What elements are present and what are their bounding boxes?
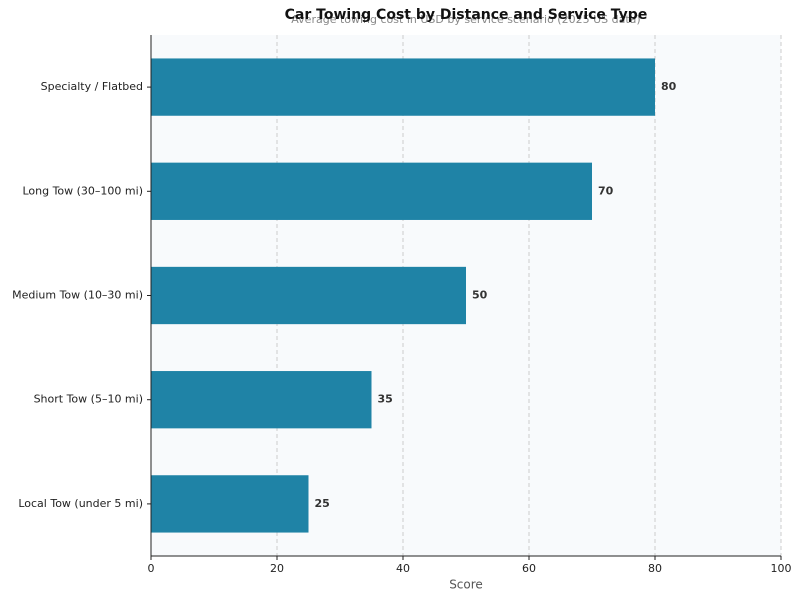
x-tick-label: 20 (270, 562, 284, 575)
data-label: 25 (315, 497, 330, 510)
bar (151, 475, 309, 533)
bar (151, 58, 655, 116)
y-tick-label: Short Tow (5–10 mi) (34, 393, 143, 406)
y-tick-label: Medium Tow (10–30 mi) (12, 289, 143, 302)
data-label: 80 (661, 80, 677, 93)
y-tick-label: Long Tow (30–100 mi) (22, 184, 143, 197)
bar (151, 371, 372, 429)
data-label: 50 (472, 289, 488, 302)
bar (151, 162, 592, 220)
data-label: 35 (378, 393, 393, 406)
x-tick-label: 60 (522, 562, 536, 575)
x-tick-label: 100 (771, 562, 792, 575)
chart-subtitle: Average towing cost in USD by service sc… (291, 13, 640, 26)
bar (151, 266, 466, 325)
x-tick-label: 40 (396, 562, 410, 575)
y-tick-label: Specialty / Flatbed (41, 80, 143, 93)
x-tick-label: 80 (648, 562, 662, 575)
y-tick-label: Local Tow (under 5 mi) (18, 497, 143, 510)
chart-title: Car Towing Cost by Distance and Service … (285, 7, 648, 23)
data-label: 70 (598, 184, 614, 197)
x-tick-label: 0 (148, 562, 155, 575)
x-axis-label: Score (449, 578, 483, 592)
